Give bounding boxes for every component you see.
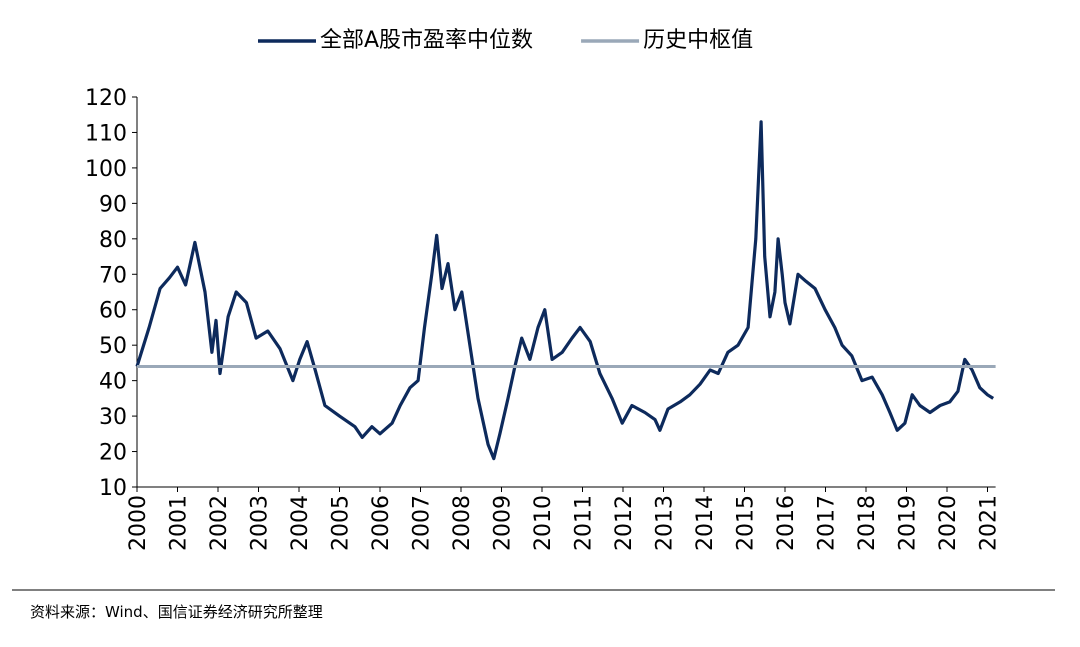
y-tick-label: 120 [85,86,127,111]
y-tick-label: 20 [99,441,127,466]
x-tick-label: 2010 [531,495,556,551]
x-tick-label: 2007 [410,495,435,551]
x-tick-label: 2016 [774,495,799,551]
y-tick-label: 30 [99,405,127,430]
x-tick-label: 2008 [450,495,475,551]
x-tick-label: 2004 [288,495,313,551]
x-tick-label: 2020 [936,495,961,551]
y-tick-label: 80 [99,228,127,253]
y-tick-label: 60 [99,299,127,324]
x-tick-label: 2009 [491,495,516,551]
y-tick-label: 40 [99,370,127,395]
x-tick-label: 2021 [977,495,1002,551]
source-note: 资料来源：Wind、国信证券经济研究所整理 [30,603,323,621]
legend-label: 全部A股市盈率中位数 [320,28,533,53]
x-tick-label: 2019 [896,495,921,551]
y-tick-label: 110 [85,121,127,146]
y-tick-label: 90 [99,192,127,217]
x-tick-label: 2002 [207,495,232,551]
x-tick-label: 2018 [855,495,880,551]
y-tick-label: 70 [99,263,127,288]
x-tick-label: 2017 [815,495,840,551]
x-tick-label: 2011 [572,495,597,551]
x-tick-label: 2000 [126,495,151,551]
x-tick-label: 2012 [612,495,637,551]
x-tick-label: 2006 [369,495,394,551]
y-tick-label: 10 [99,476,127,501]
x-tick-label: 2001 [167,495,192,551]
y-tick-label: 50 [99,334,127,359]
data-line [135,120,995,461]
x-tick-label: 2015 [734,495,759,551]
x-tick-label: 2005 [329,495,354,551]
legend-label: 历史中枢值 [643,28,753,53]
x-tick-label: 2003 [248,495,273,551]
y-tick-label: 100 [85,157,127,182]
x-tick-label: 2013 [653,495,678,551]
x-tick-label: 2014 [693,495,718,551]
